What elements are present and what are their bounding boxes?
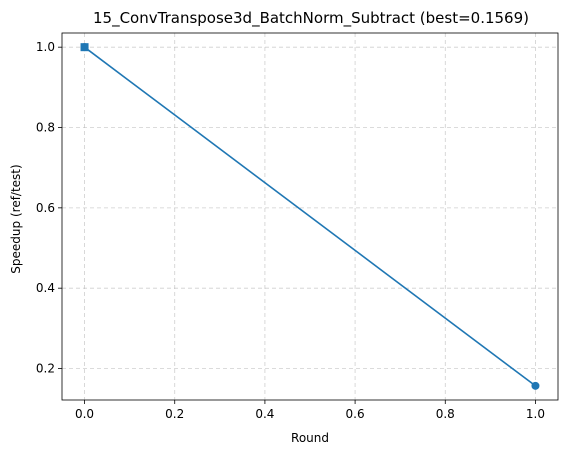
baseline-marker <box>80 43 89 52</box>
x-tick-label: 0.6 <box>346 407 365 421</box>
series-line <box>84 46 536 387</box>
y-tick-label: 1.0 <box>36 40 55 54</box>
y-tick-label: 0.8 <box>36 121 55 135</box>
data-marks <box>80 43 540 390</box>
y-axis-title: Speedup (ref/test) <box>9 164 23 273</box>
y-tick-label: 0.6 <box>36 201 55 215</box>
x-tick-label: 0.2 <box>165 407 184 421</box>
y-tick-label: 0.4 <box>36 281 55 295</box>
x-tick-label: 0.0 <box>75 407 94 421</box>
data-point <box>531 381 540 390</box>
chart-title: 15_ConvTranspose3d_BatchNorm_Subtract (b… <box>93 9 529 28</box>
y-tick-label: 0.2 <box>36 362 55 376</box>
axis-ticks: 0.0 0.2 0.4 0.6 0.8 1.0 0.2 0.4 0.6 0.8 1.0 <box>36 40 545 421</box>
x-tick-label: 0.8 <box>436 407 455 421</box>
x-tick-label: 0.4 <box>255 407 274 421</box>
plot-frame <box>61 32 559 401</box>
x-axis-title: Round <box>291 431 329 445</box>
x-tick-label: 1.0 <box>526 407 545 421</box>
grid <box>62 33 558 400</box>
